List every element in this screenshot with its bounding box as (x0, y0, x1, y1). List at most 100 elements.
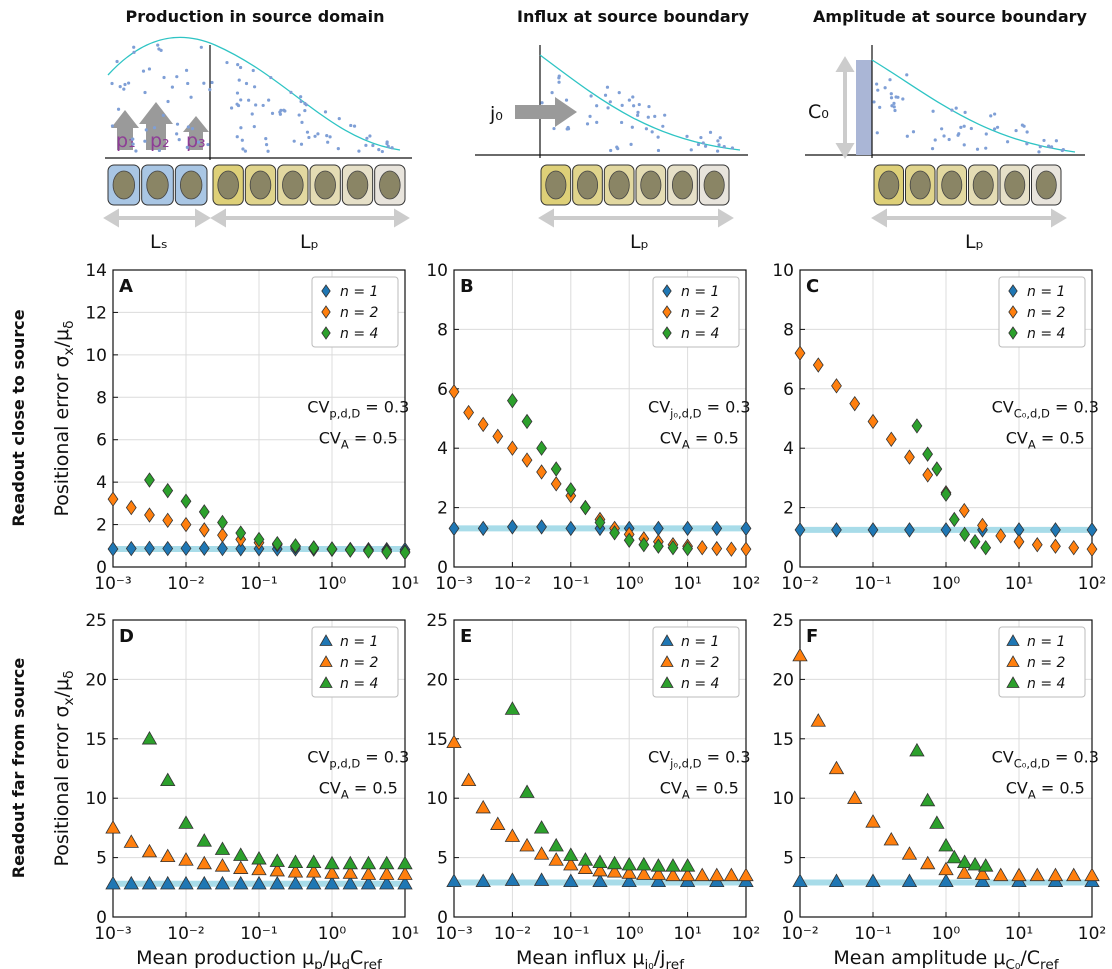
molecule (353, 125, 356, 128)
molecule (661, 125, 664, 128)
molecule (236, 135, 239, 138)
nucleus (379, 171, 400, 199)
molecule (1039, 145, 1042, 148)
molecule (636, 111, 639, 114)
x-tick-label: 10² (1078, 924, 1106, 944)
molecule (266, 150, 269, 153)
label-part: A (1028, 788, 1036, 802)
y-tick-label: 8 (437, 320, 448, 340)
molecule (663, 114, 666, 117)
molecule (132, 46, 135, 49)
molecule (300, 143, 303, 146)
nucleus (973, 171, 993, 199)
molecule (604, 94, 607, 97)
x-tick-label: 10² (1078, 574, 1106, 594)
y-tick-label: 25 (772, 611, 794, 631)
x-tick-label: 10¹ (391, 574, 419, 594)
molecule (878, 106, 881, 109)
legend-label: n = 4 (340, 676, 378, 692)
molecule (872, 100, 875, 103)
y-tick-label: 25 (426, 611, 448, 631)
x-tick-label: 10¹ (673, 924, 701, 944)
label-part: Positional error σ (51, 355, 73, 516)
y-tick-label: 10 (772, 261, 794, 281)
label-part: /C (1020, 947, 1040, 969)
panel-letter: C (806, 276, 819, 297)
molecule (289, 91, 292, 94)
molecule (300, 121, 303, 124)
molecule (303, 109, 306, 112)
molecule (324, 110, 327, 113)
molecule (244, 150, 247, 153)
panel-letter: E (460, 626, 472, 647)
column-title: Amplitude at source boundary (813, 7, 1087, 26)
x-tick-label: 10⁻¹ (240, 924, 277, 944)
y-tick-label: 25 (85, 611, 107, 631)
y-tick-label: 5 (437, 849, 448, 869)
molecule (595, 121, 598, 124)
label: C₀ (808, 101, 829, 123)
label: j₀ (489, 103, 503, 125)
molecule (187, 125, 190, 128)
molecule (371, 144, 374, 147)
x-tick-label: 10⁰ (932, 924, 961, 944)
y-tick-label: 6 (783, 380, 794, 400)
molecule (984, 147, 987, 150)
molecule (381, 150, 384, 153)
molecule (876, 89, 879, 92)
y-tick-label: 20 (772, 670, 794, 690)
label-part: CV (992, 748, 1014, 767)
molecule (552, 127, 555, 130)
molecule (239, 126, 242, 129)
molecule (338, 117, 341, 120)
nucleus (180, 171, 202, 199)
molecule (985, 132, 988, 135)
molecule (875, 82, 878, 85)
nucleus (315, 171, 336, 199)
y-tick-label: 10 (426, 261, 448, 281)
molecule (175, 75, 178, 78)
molecule (1042, 139, 1045, 142)
molecule (132, 51, 135, 54)
molecule (653, 115, 656, 118)
molecule (595, 104, 598, 107)
molecule (368, 134, 371, 137)
y-tick-label: 4 (96, 473, 107, 493)
label: Lₛ (150, 231, 168, 253)
molecule (241, 147, 244, 150)
molecule (191, 127, 194, 130)
molecule (894, 95, 897, 98)
label-part: ref (1040, 957, 1060, 969)
molecule (697, 143, 700, 146)
molecule (621, 104, 624, 107)
molecule (876, 131, 879, 134)
label-part: CV (1006, 429, 1028, 448)
molecule (931, 147, 934, 150)
molecule (717, 143, 720, 146)
nucleus (910, 171, 930, 199)
molecule (940, 127, 943, 130)
molecule (631, 95, 634, 98)
x-tick-label: 10⁻² (494, 574, 531, 594)
legend-label: n = 1 (681, 284, 719, 300)
nucleus (577, 171, 597, 199)
molecule (618, 91, 621, 94)
x-tick-label: 10¹ (1005, 924, 1033, 944)
label-part: /μ (323, 947, 342, 969)
molecule (1050, 145, 1053, 148)
molecule (540, 101, 543, 104)
x-tick-label: 10⁻¹ (854, 574, 891, 594)
nucleus (113, 171, 135, 199)
label-part: ref (363, 957, 383, 969)
panel-letter: F (806, 626, 818, 647)
arrow (214, 212, 406, 224)
diagrams: p₁ p₂ p₃ Lₛ Lₚ j₀ Lₚ C₀ Lₚ (105, 37, 1085, 253)
molecule (239, 66, 242, 69)
molecule (716, 139, 719, 142)
legend-label: n = 1 (340, 634, 378, 650)
molecule (131, 143, 134, 146)
label-part: /j (654, 947, 666, 969)
label-part: = 0.5 (1036, 779, 1085, 798)
molecule (279, 113, 282, 116)
molecule (651, 130, 654, 133)
